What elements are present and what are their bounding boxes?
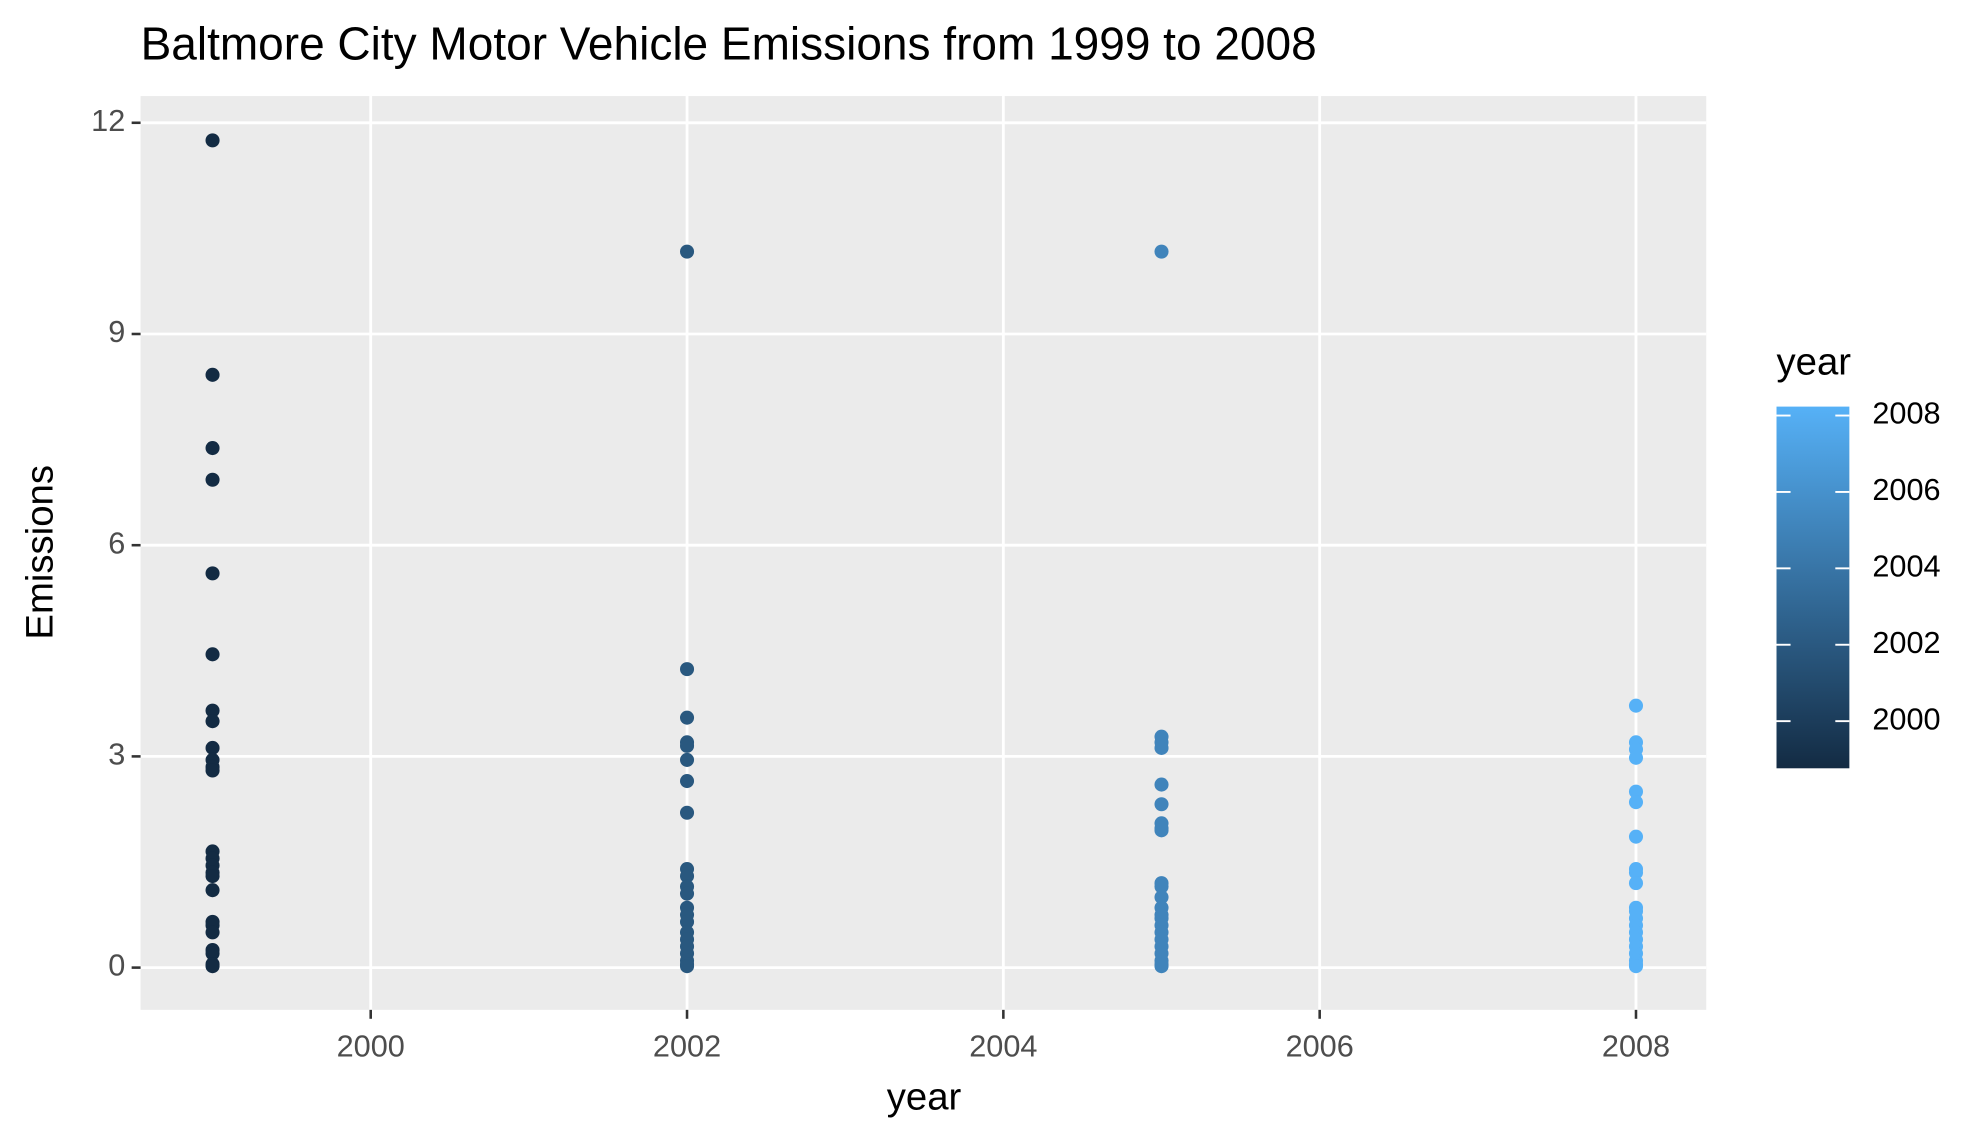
point: [205, 133, 220, 148]
y-tick-label: 3: [108, 738, 125, 772]
point: [1628, 795, 1644, 810]
point: [205, 714, 220, 729]
x-tick-label: 2002: [653, 1029, 721, 1063]
point: [205, 946, 220, 961]
legend-label: 2008: [1872, 397, 1940, 431]
point: [1628, 698, 1644, 713]
point: [205, 869, 220, 884]
panel: [140, 96, 1707, 1010]
legend-label: 2002: [1872, 626, 1940, 660]
x-axis-title: year: [887, 1075, 962, 1118]
point: [1154, 244, 1169, 259]
point: [680, 959, 695, 974]
point: [680, 869, 695, 884]
y-tick-label: 12: [91, 104, 125, 138]
point: [205, 740, 220, 755]
point: [680, 914, 695, 929]
point: [205, 441, 220, 456]
point: [205, 883, 220, 898]
x-tick-label: 2008: [1602, 1029, 1670, 1063]
point: [1628, 876, 1644, 891]
chart-title: Baltmore City Motor Vehicle Emissions fr…: [141, 18, 1317, 70]
x-tick-label: 2004: [969, 1029, 1037, 1063]
point: [205, 763, 220, 778]
point: [680, 805, 695, 820]
y-tick-label: 6: [108, 526, 125, 560]
legend-label: 2004: [1872, 549, 1940, 583]
x-tick-label: 2006: [1286, 1029, 1354, 1063]
y-tick-label: 0: [108, 949, 125, 983]
point: [1628, 750, 1644, 765]
point: [680, 886, 695, 901]
colorbar: [1776, 406, 1850, 769]
point: [680, 752, 695, 767]
point: [680, 710, 695, 725]
x-tick-label: 2000: [337, 1029, 405, 1063]
point: [205, 647, 220, 662]
y-tick-label: 9: [108, 315, 125, 349]
point: [1154, 740, 1169, 755]
point: [1628, 784, 1644, 799]
point: [1154, 890, 1169, 905]
point: [205, 959, 220, 974]
point: [1628, 959, 1644, 974]
point: [205, 472, 220, 487]
point: [1154, 777, 1169, 792]
point: [1154, 879, 1169, 894]
point: [205, 367, 220, 382]
point: [1628, 865, 1644, 880]
point: [1154, 823, 1169, 838]
point: [205, 566, 220, 581]
legend-title: year: [1777, 341, 1852, 384]
point: [680, 738, 695, 753]
y-axis-title: Emissions: [18, 465, 61, 640]
point: [205, 925, 220, 940]
point: [680, 244, 695, 259]
point: [680, 662, 695, 677]
legend-label: 2000: [1872, 702, 1940, 736]
legend-label: 2006: [1872, 473, 1940, 507]
point: [1154, 959, 1169, 974]
point: [205, 703, 220, 718]
point: [680, 774, 695, 789]
point: [1628, 829, 1644, 844]
point: [1154, 797, 1169, 812]
